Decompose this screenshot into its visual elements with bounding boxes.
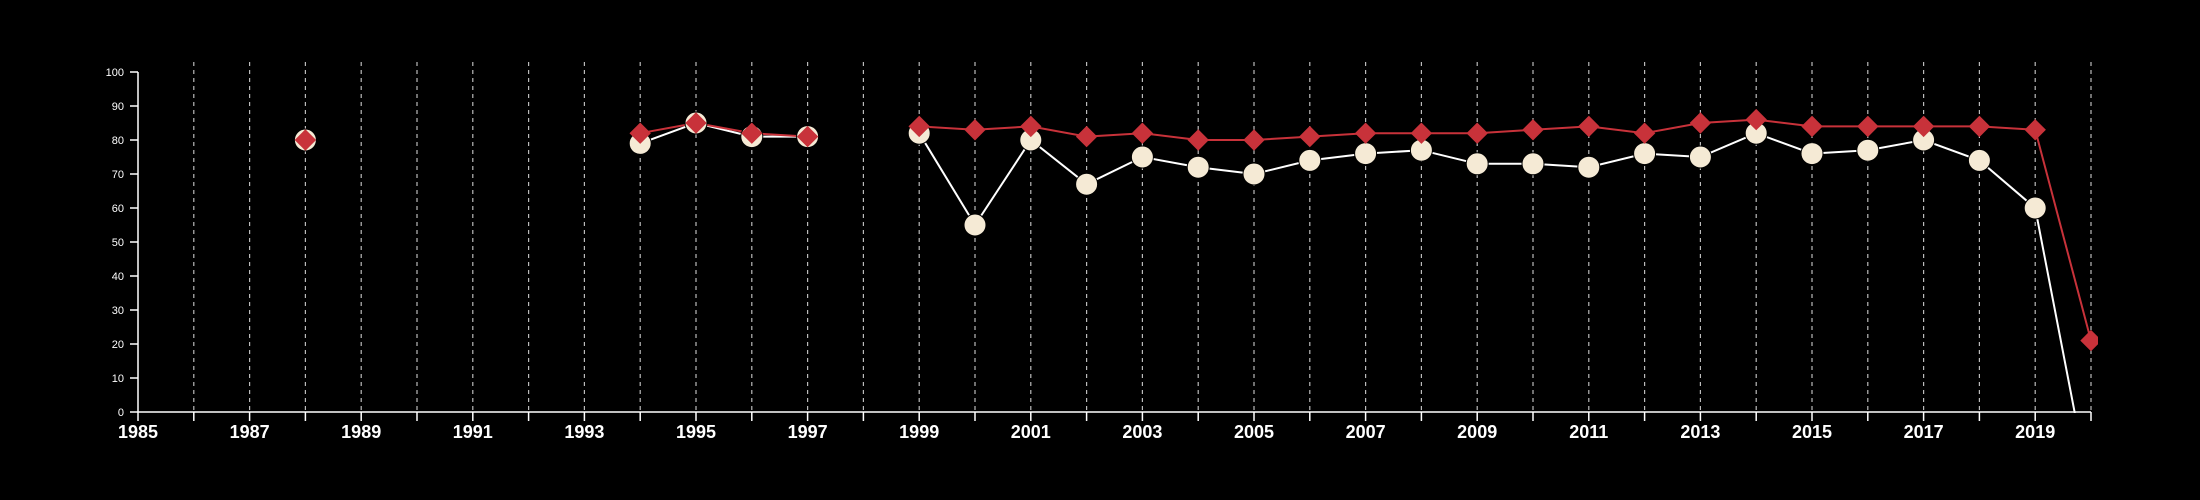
- data-point-diamond: [1633, 122, 1656, 144]
- data-point-diamond: [1578, 115, 1600, 138]
- data-point-diamond: [2080, 329, 2098, 352]
- markers-diamond: [294, 108, 2098, 352]
- x-tick-label: 2009: [1457, 422, 1497, 442]
- x-tick-label: 2005: [1234, 422, 1274, 442]
- data-point-diamond: [741, 122, 763, 144]
- series-line-circle: [918, 132, 2076, 413]
- y-tick-label: 90: [112, 101, 124, 113]
- y-tick-label: 0: [118, 407, 124, 419]
- data-point-diamond: [1354, 122, 1377, 144]
- x-tick-label: 2013: [1680, 422, 1720, 442]
- x-tick-label: 1993: [564, 422, 604, 442]
- series-line-diamond: [640, 121, 808, 138]
- data-point-diamond: [685, 112, 707, 134]
- x-tick-label: 1995: [676, 422, 716, 442]
- x-tick-label: 1985: [118, 422, 158, 442]
- data-point-diamond: [1075, 125, 1098, 148]
- series-diamond: [640, 118, 2092, 341]
- data-point-diamond: [2024, 119, 2046, 141]
- x-tick-label: 2011: [1569, 422, 1608, 442]
- data-point-diamond: [1745, 108, 1767, 131]
- data-point-diamond: [1801, 115, 1823, 138]
- data-point-diamond: [1968, 115, 1991, 138]
- data-point-diamond: [1131, 122, 1154, 144]
- data-point-circle: [1521, 152, 1545, 176]
- data-point-circle: [1242, 162, 1266, 186]
- series-line-circle: [639, 121, 808, 145]
- axes: 0 10 20 30 40 50 60 70 80 90 100 1985 1987 1989 1991 19…: [106, 67, 2092, 442]
- data-point-circle: [1967, 148, 1991, 172]
- data-point-circle: [1354, 142, 1378, 166]
- data-point-diamond: [1410, 122, 1433, 144]
- data-point-circle: [1186, 155, 1210, 179]
- x-tick-label: 2017: [1904, 422, 1944, 442]
- data-point-circle: [1075, 172, 1099, 196]
- x-tick-label: 1991: [453, 422, 493, 442]
- y-tick-label: 30: [112, 305, 124, 317]
- data-point-diamond: [629, 122, 651, 144]
- data-point-diamond: [1857, 115, 1879, 138]
- y-tick-label: 20: [112, 339, 124, 351]
- x-tick-label: 2003: [1122, 422, 1162, 442]
- x-tick-label: 1987: [230, 422, 270, 442]
- series-layer: [293, 108, 2098, 413]
- data-point-diamond: [294, 129, 317, 151]
- data-point-circle: [1130, 145, 1154, 169]
- y-tick-label: 10: [112, 373, 124, 385]
- x-tick-label: 1989: [341, 422, 381, 442]
- data-point-diamond: [908, 115, 930, 138]
- data-point-circle: [2023, 196, 2047, 220]
- y-tick-label: 50: [112, 237, 124, 249]
- markers-circle: [293, 111, 2047, 237]
- series-circle: [639, 121, 2076, 413]
- data-point-diamond: [796, 125, 819, 148]
- data-point-circle: [1298, 148, 1322, 172]
- data-point-diamond: [1020, 115, 1042, 138]
- x-tick-label: 1997: [788, 422, 828, 442]
- y-tick-label: 60: [112, 203, 124, 215]
- x-tick-label: 2001: [1011, 422, 1051, 442]
- data-point-diamond: [1299, 125, 1321, 148]
- data-point-diamond: [1912, 115, 1935, 138]
- x-tick-label: 2019: [2015, 422, 2055, 442]
- y-tick-label: 40: [112, 271, 124, 283]
- x-tick-label: 2015: [1792, 422, 1832, 442]
- data-point-circle: [1465, 152, 1489, 176]
- data-point-circle: [1856, 138, 1880, 162]
- series-line-diamond: [919, 118, 2092, 341]
- data-point-diamond: [1243, 129, 1265, 151]
- gridlines: [193, 62, 2092, 412]
- y-tick-label: 100: [106, 67, 124, 79]
- data-point-circle: [963, 213, 987, 237]
- data-point-circle: [1688, 145, 1712, 169]
- data-point-circle: [1800, 142, 1824, 166]
- data-point-diamond: [1187, 129, 1209, 151]
- y-tick-label: 80: [112, 135, 124, 147]
- y-tick-label: 70: [112, 169, 124, 181]
- data-point-diamond: [1466, 122, 1488, 144]
- x-tick-label: 2007: [1346, 422, 1386, 442]
- x-tick-label: 1999: [899, 422, 939, 442]
- data-point-diamond: [964, 119, 986, 141]
- data-point-circle: [1577, 155, 1601, 179]
- data-point-diamond: [1689, 112, 1712, 134]
- data-point-circle: [1633, 142, 1657, 166]
- data-point-diamond: [1522, 119, 1544, 141]
